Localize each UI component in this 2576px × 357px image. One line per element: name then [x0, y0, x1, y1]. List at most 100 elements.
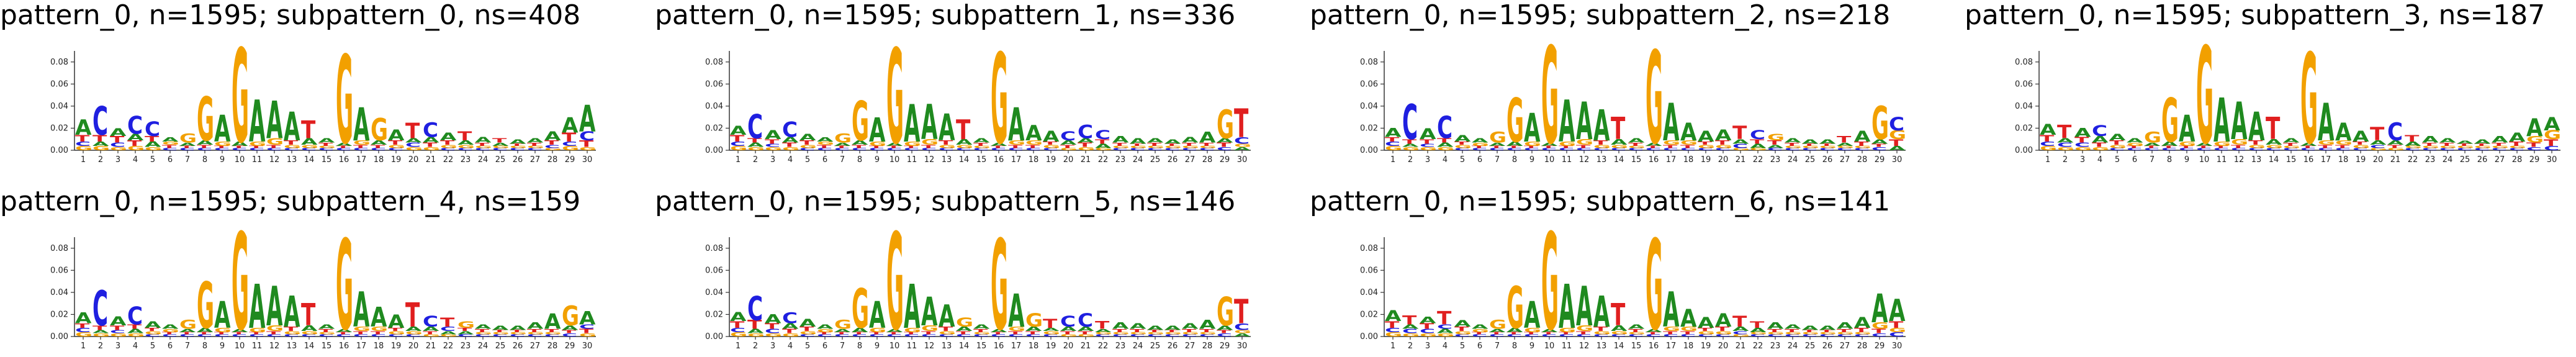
x-tick-label: 3: [2080, 155, 2085, 165]
logo-letter-c: C: [1646, 333, 1661, 337]
x-tick-label: 9: [1529, 155, 1534, 165]
x-tick-label: 4: [2097, 155, 2102, 165]
logo-letter-t: T: [730, 133, 744, 144]
logo-letter-a: A: [440, 330, 457, 336]
logo-letter-g: G: [75, 331, 92, 338]
logo-letter-a: A: [179, 328, 197, 333]
x-tick-label: 6: [822, 341, 827, 351]
logo-letter-c: C: [1767, 333, 1783, 337]
y-tick-label: 0.02: [705, 310, 723, 319]
logo-letter-t: T: [1078, 142, 1092, 148]
x-tick-label: 2: [1408, 155, 1413, 165]
x-tick-label: 12: [1579, 341, 1590, 351]
logo-letter-g: G: [1060, 147, 1078, 151]
logo-letter-g: G: [2457, 145, 2474, 149]
logo-letter-c: C: [869, 333, 885, 337]
logo-letter-t: T: [2422, 142, 2437, 147]
logo-letter-a: A: [492, 324, 509, 331]
logo-letter-a: A: [2092, 135, 2109, 145]
x-tick-label: 18: [1029, 341, 1039, 351]
logo-letter-t: T: [527, 142, 542, 147]
logo-letter-g: G: [1043, 330, 1060, 336]
logo-letter-t: T: [1217, 142, 1232, 148]
logo-letter-g: G: [336, 30, 353, 171]
x-tick-label: 17: [2321, 155, 2331, 165]
y-tick-label: 0.00: [705, 146, 723, 155]
logo-letter-t: T: [1437, 137, 1452, 144]
x-tick-label: 5: [1460, 341, 1465, 351]
x-tick-label: 25: [1805, 155, 1816, 165]
logo-letter-t: T: [2474, 143, 2489, 147]
logo-letter-t: T: [388, 327, 403, 332]
logo-letter-a: A: [266, 275, 283, 339]
logo-letter-g: G: [2544, 128, 2561, 142]
x-tick-label: 26: [513, 341, 523, 351]
logo-letter-g: G: [1182, 332, 1199, 335]
logo-letter-a: A: [1715, 309, 1732, 331]
logo-letter-g: G: [1506, 275, 1524, 341]
logo-letter-a: A: [1767, 144, 1785, 150]
logo-letter-g: G: [1715, 330, 1732, 336]
logo-letter-t: T: [1767, 328, 1782, 333]
x-tick-label: 18: [1683, 155, 1694, 165]
logo-letter-g: G: [1541, 207, 1559, 357]
logo-letter-t: T: [440, 315, 454, 330]
logo-letter-g: G: [991, 214, 1008, 357]
x-tick-label: 26: [2477, 155, 2488, 165]
logo-letter-a: A: [336, 142, 353, 147]
x-tick-label: 1: [81, 341, 86, 351]
x-tick-label: 9: [875, 341, 880, 351]
logo-letter-a: A: [956, 138, 973, 147]
logo-letter-a: A: [75, 115, 92, 140]
logo-letter-a: A: [527, 321, 544, 332]
x-tick-label: 14: [304, 155, 315, 165]
logo-letter-g: G: [2492, 145, 2509, 149]
x-tick-label: 9: [875, 155, 880, 165]
logo-letter-g: G: [110, 332, 127, 338]
logo-letter-c: C: [1437, 110, 1452, 145]
logo-letter-c: C: [527, 333, 543, 337]
logo-letter-c: C: [1524, 147, 1539, 151]
logo-letter-g: G: [527, 145, 544, 149]
logo-letter-t: T: [2544, 138, 2558, 148]
logo-letter-t: T: [1043, 140, 1058, 146]
logo-letter-c: C: [179, 333, 195, 337]
logo-letter-t: T: [232, 332, 246, 335]
logo-letter-t: T: [2318, 144, 2333, 150]
logo-letter-a: A: [1095, 328, 1112, 333]
logo-letter-t: T: [2492, 142, 2506, 147]
logo-letter-t: T: [1043, 317, 1057, 331]
x-tick-label: 2: [98, 155, 103, 165]
x-tick-label: 6: [1477, 155, 1482, 165]
logo-letter-c: C: [2405, 147, 2420, 151]
logo-letter-t: T: [92, 133, 107, 144]
logo-letter-c: C: [527, 147, 543, 151]
logo-letter-a: A: [2248, 104, 2265, 150]
logo-letter-g: G: [544, 147, 562, 151]
logo-letter-a: A: [1489, 142, 1506, 147]
x-tick-label: 27: [1185, 341, 1196, 351]
x-tick-label: 19: [1701, 341, 1711, 351]
logo-letter-t: T: [423, 330, 438, 336]
logo-letter-g: G: [353, 325, 371, 332]
logo-letter-c: C: [852, 333, 867, 337]
logo-letter-t: T: [1871, 143, 1886, 148]
x-tick-label: 15: [322, 341, 332, 351]
y-tick-label: 0.00: [50, 146, 68, 155]
logo-letter-g: G: [2405, 145, 2422, 149]
logo-letter-g: G: [765, 146, 782, 151]
logo-letter-c: C: [145, 333, 160, 337]
x-tick-label: 27: [2495, 155, 2505, 165]
logo-letter-a: A: [510, 324, 526, 331]
logo-letter-a: A: [2457, 140, 2474, 145]
logo-letter-c: C: [388, 333, 403, 337]
logo-letter-g: G: [1489, 129, 1506, 147]
panel-title: pattern_0, n=1595; subpattern_1, ns=336: [655, 0, 1236, 31]
y-tick-label: 0.08: [50, 244, 68, 253]
logo-letter-g: G: [1199, 145, 1217, 149]
logo-letter-c: C: [1559, 333, 1574, 337]
x-tick-label: 18: [1683, 341, 1694, 351]
x-tick-label: 28: [1202, 155, 1213, 165]
logo-letter-c: C: [1889, 331, 1904, 338]
logo-letter-c: C: [1524, 333, 1539, 337]
